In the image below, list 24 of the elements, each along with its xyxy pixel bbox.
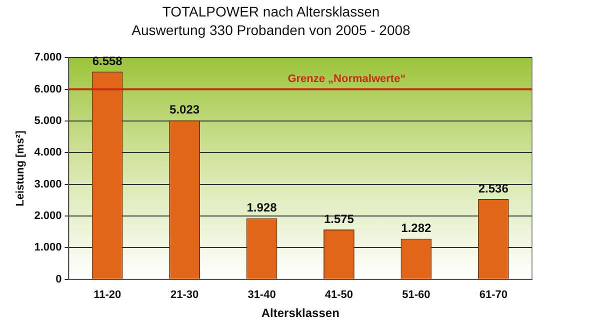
chart-subtitle: Auswertung 330 Probanden von 2005 - 2008 <box>132 22 411 38</box>
chart-title: TOTALPOWER nach Altersklassen <box>162 3 380 20</box>
data-label: 5.023 <box>170 102 200 117</box>
x-tick-label: 31-40 <box>248 289 276 302</box>
y-tick-label: 4.000 <box>34 146 62 159</box>
y-tick-label: 6.000 <box>34 83 62 96</box>
y-tick-label: 2.000 <box>34 210 62 222</box>
ref-line-label: Grenze „Normalwerte“ <box>288 72 406 85</box>
y-tick-label: 3.000 <box>34 178 62 190</box>
data-label: 6.558 <box>92 54 123 68</box>
x-tick-label: 41-50 <box>324 289 354 302</box>
y-tick-label: 0 <box>56 273 62 286</box>
x-axis-title: Altersklassen <box>261 306 340 320</box>
data-label: 2.536 <box>478 181 509 196</box>
y-tick-label: 1.000 <box>34 242 62 254</box>
x-tick-label: 21-30 <box>170 289 199 302</box>
x-tick-label: 51-60 <box>402 289 430 302</box>
data-label: 1.282 <box>401 221 432 236</box>
y-tick-label: 7.000 <box>34 52 62 64</box>
x-tick-label: 61-70 <box>479 289 508 302</box>
y-tick-label: 5.000 <box>34 115 62 128</box>
data-label: 1.928 <box>246 200 278 215</box>
y-axis-title: Leistung [ms²] <box>14 130 27 206</box>
x-tick-label: 11-20 <box>94 289 122 302</box>
